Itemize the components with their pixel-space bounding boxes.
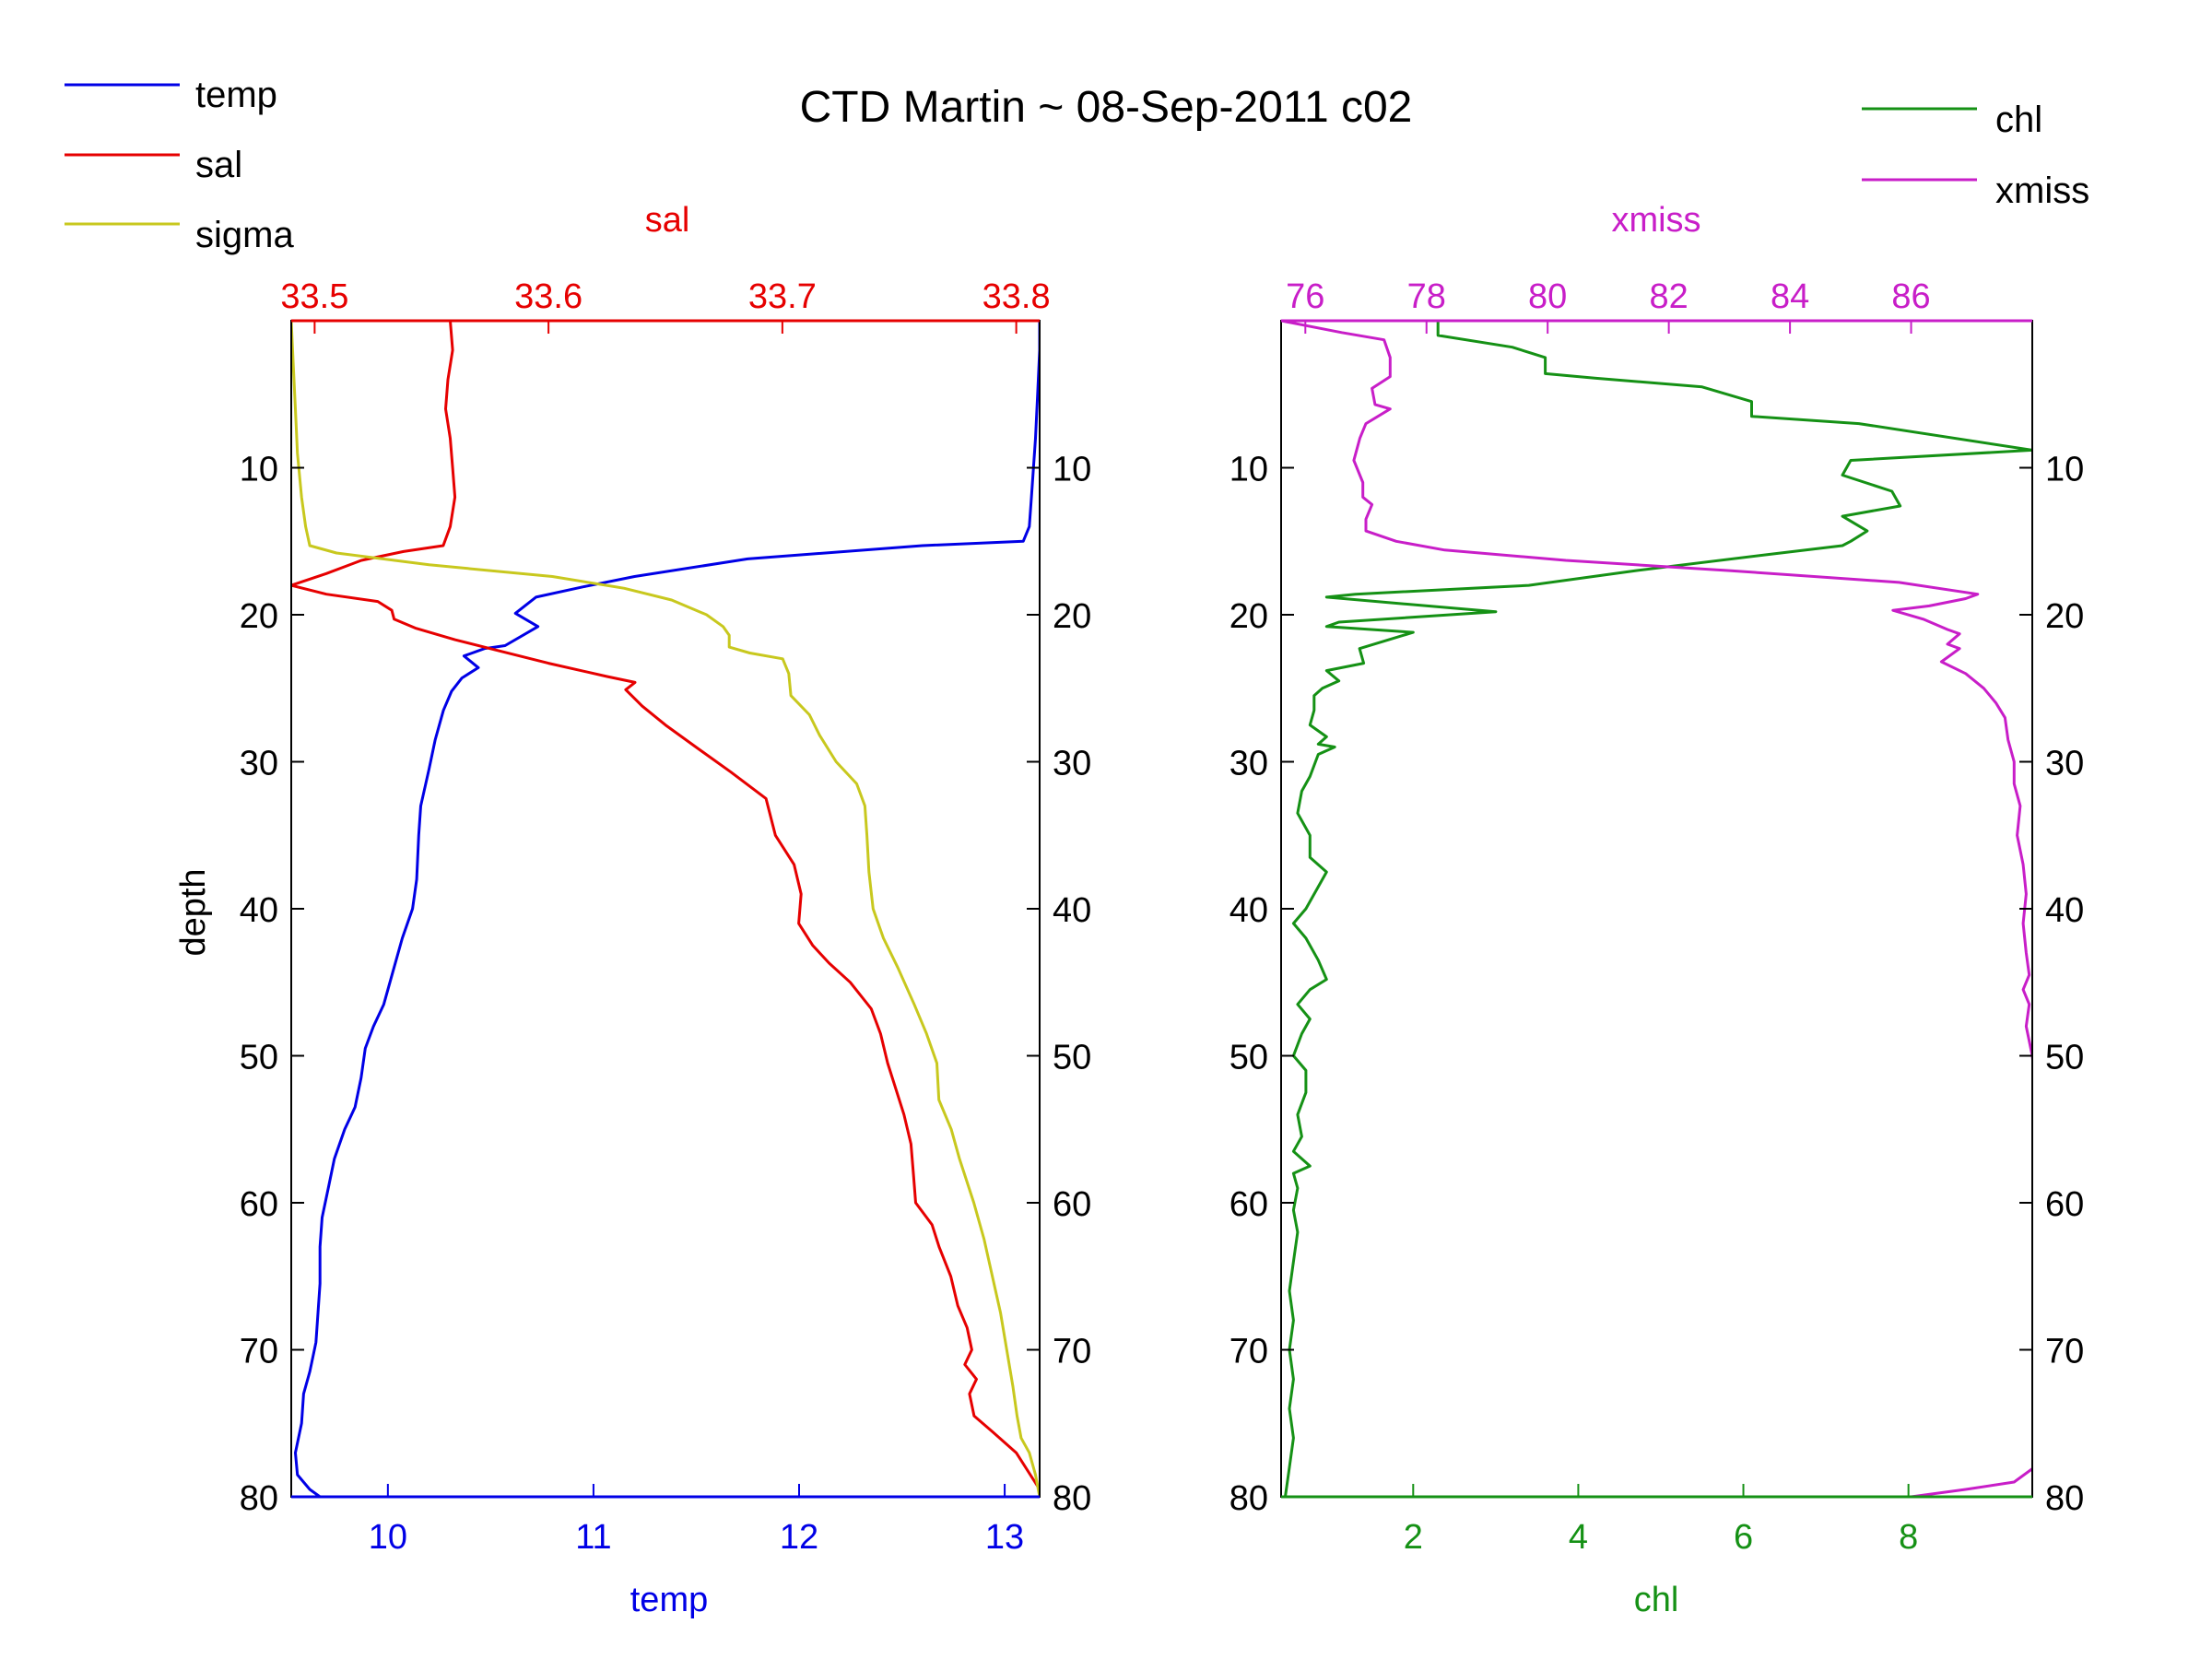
depth-tick-label: 20 xyxy=(1053,597,1091,636)
depth-tick-label: 50 xyxy=(1230,1039,1268,1077)
legend-label-sal: sal xyxy=(195,145,242,185)
top-tick-label: 76 xyxy=(1286,277,1324,316)
legend-label-sigma: sigma xyxy=(195,215,294,255)
depth-tick-label: 30 xyxy=(1053,745,1091,783)
depth-tick-label: 60 xyxy=(240,1185,278,1224)
top-tick-label: 33.6 xyxy=(514,277,582,316)
depth-tick-label: 80 xyxy=(2045,1479,2084,1518)
legend-label-chl: chl xyxy=(1995,100,2042,140)
top-tick-label: 33.7 xyxy=(748,277,817,316)
depth-tick-label: 40 xyxy=(2045,891,2084,930)
bottom-tick-label: 11 xyxy=(575,1518,611,1557)
depth-tick-label: 50 xyxy=(2045,1039,2084,1077)
depth-tick-label: 10 xyxy=(2045,451,2084,489)
depth-tick-label: 20 xyxy=(240,597,278,636)
depth-tick-label: 50 xyxy=(1053,1039,1091,1077)
bottom-tick-label: 13 xyxy=(985,1518,1024,1557)
panel-right: 10 10 20 20 30 30 40 40 50 50 60 60 70 70 80 80 2 4 6 8 76 78… xyxy=(1230,201,2085,1619)
top-tick-label: 33.8 xyxy=(982,277,1051,316)
xmiss-axis-label: xmiss xyxy=(1611,201,1700,240)
depth-tick-label: 60 xyxy=(1230,1185,1268,1224)
sal-axis-label: sal xyxy=(645,201,690,240)
bottom-tick-label: 10 xyxy=(369,1518,407,1557)
panel-right-ticks: 10 10 20 20 30 30 40 40 50 50 60 60 70 70 80 80 2 4 6 8 76 78… xyxy=(1230,277,2085,1557)
bottom-tick-label: 2 xyxy=(1404,1518,1423,1557)
top-tick-label: 33.5 xyxy=(280,277,348,316)
depth-tick-label: 80 xyxy=(1053,1479,1091,1518)
depth-tick-label: 80 xyxy=(1230,1479,1268,1518)
depth-tick-label: 60 xyxy=(2045,1185,2084,1224)
depth-tick-label: 60 xyxy=(1053,1185,1091,1224)
depth-tick-label: 30 xyxy=(2045,745,2084,783)
depth-tick-label: 70 xyxy=(2045,1333,2084,1371)
depth-tick-label: 40 xyxy=(240,891,278,930)
legend-right: chl xmiss xyxy=(1862,100,2089,211)
depth-tick-label: 70 xyxy=(1053,1333,1091,1371)
bottom-tick-label: 12 xyxy=(780,1518,818,1557)
top-tick-label: 86 xyxy=(1891,277,1930,316)
temp-axis-label: temp xyxy=(630,1581,708,1619)
legend-label-xmiss: xmiss xyxy=(1995,171,2089,211)
top-tick-label: 82 xyxy=(1650,277,1688,316)
top-tick-label: 80 xyxy=(1528,277,1567,316)
series-line-temp xyxy=(294,321,1040,1497)
top-tick-label: 78 xyxy=(1407,277,1446,316)
top-tick-label: 84 xyxy=(1771,277,1809,316)
figure-title: CTD Martin ~ 08-Sep-2011 c02 xyxy=(800,83,1413,132)
legend-label-temp: temp xyxy=(195,75,277,115)
depth-tick-label: 70 xyxy=(240,1333,278,1371)
legend-left: temp sal sigma xyxy=(65,75,294,255)
depth-axis-label: depth xyxy=(174,868,213,956)
panel-right-series xyxy=(1281,321,2032,1497)
depth-tick-label: 70 xyxy=(1230,1333,1268,1371)
depth-tick-label: 50 xyxy=(240,1039,278,1077)
depth-tick-label: 80 xyxy=(240,1479,278,1518)
depth-tick-label: 10 xyxy=(1230,451,1268,489)
depth-tick-label: 30 xyxy=(240,745,278,783)
bottom-tick-label: 4 xyxy=(1569,1518,1588,1557)
bottom-tick-label: 8 xyxy=(1899,1518,1918,1557)
series-line-chl xyxy=(1284,321,2032,1497)
depth-tick-label: 40 xyxy=(1053,891,1091,930)
depth-tick-label: 20 xyxy=(2045,597,2084,636)
series-line-xmiss xyxy=(1281,321,2032,1497)
depth-tick-label: 10 xyxy=(240,451,278,489)
depth-tick-label: 10 xyxy=(1053,451,1091,489)
panel-left-ticks: 10 10 20 20 30 30 40 40 50 50 60 60 70 70 80 80 10 11 12 13… xyxy=(240,277,1092,1557)
bottom-tick-label: 6 xyxy=(1734,1518,1753,1557)
series-line-sal xyxy=(291,321,1040,1492)
depth-tick-label: 40 xyxy=(1230,891,1268,930)
depth-tick-label: 30 xyxy=(1230,745,1268,783)
chl-axis-label: chl xyxy=(1634,1581,1679,1619)
depth-tick-label: 20 xyxy=(1230,597,1268,636)
panel-left-series xyxy=(291,321,1040,1497)
series-line-sigma xyxy=(291,321,1040,1497)
panel-left: 10 10 20 20 30 30 40 40 50 50 60 60 70 70 80 80 10 11 12 13… xyxy=(174,201,1091,1619)
